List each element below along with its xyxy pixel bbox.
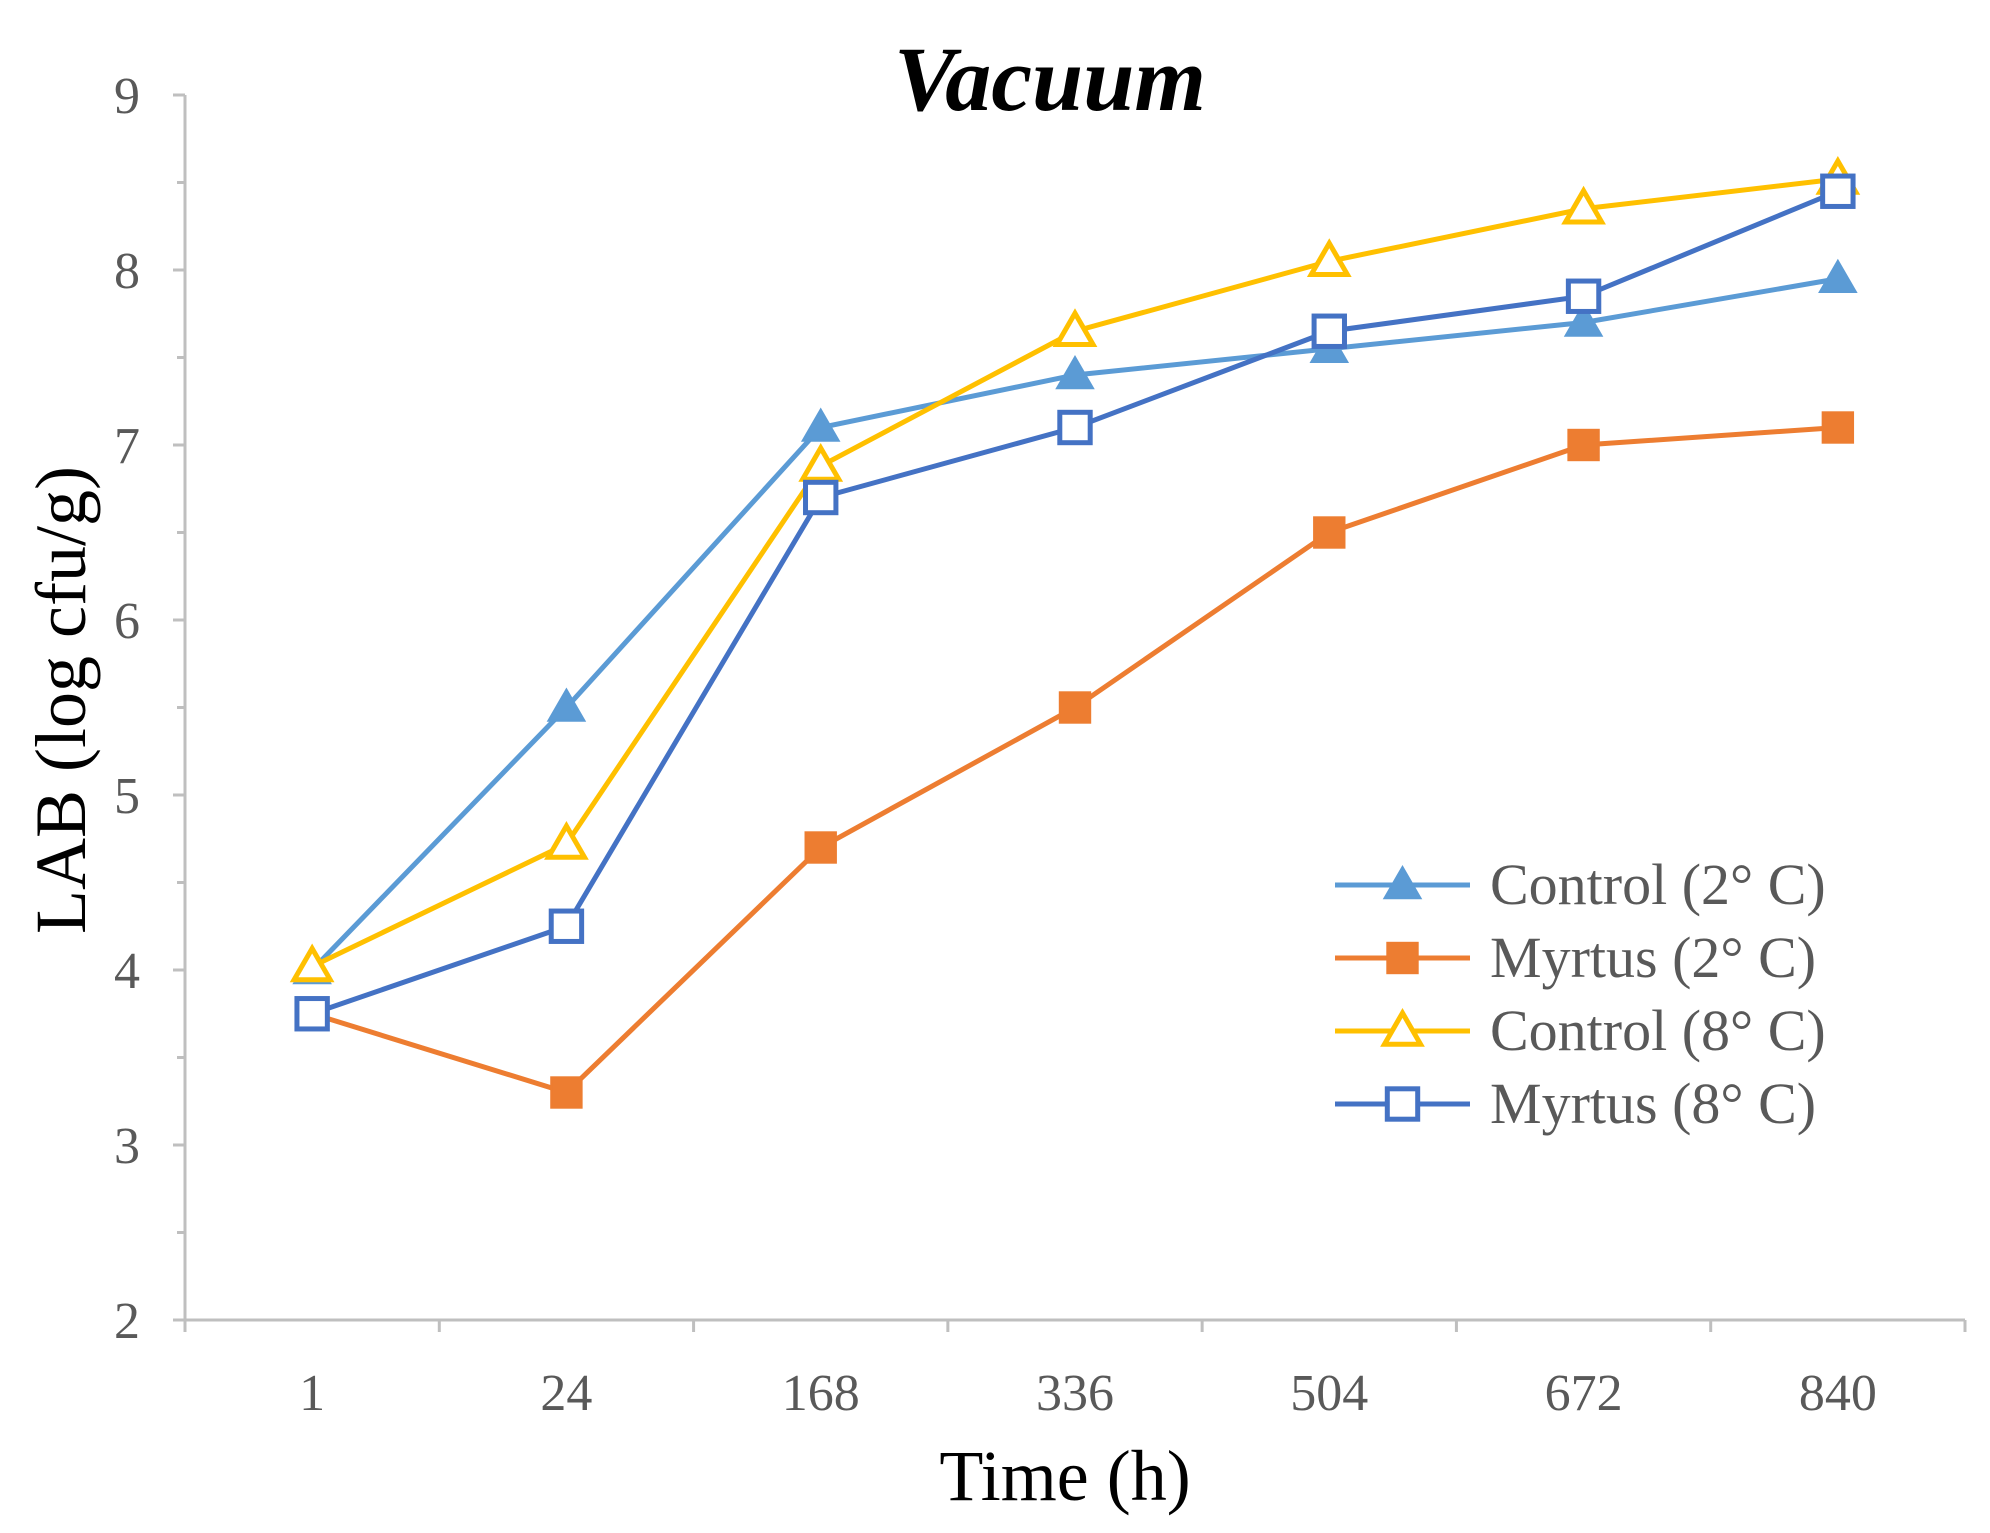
legend-marker [1386, 941, 1419, 975]
data-point [544, 820, 589, 860]
data-point [800, 407, 841, 442]
x-tick-label: 336 [1036, 1365, 1114, 1422]
x-tick-label: 840 [1799, 1365, 1877, 1422]
data-point [546, 687, 587, 722]
data-point [1313, 516, 1346, 549]
data-point [289, 943, 335, 983]
data-point [798, 442, 844, 482]
legend-item: Myrtus (8° C) [1335, 1071, 1816, 1136]
data-point [1818, 258, 1858, 294]
legend-label: Myrtus (2° C) [1490, 925, 1816, 990]
data-point [1057, 409, 1093, 446]
y-tick-label: 9 [114, 68, 140, 125]
data-point [1563, 302, 1604, 337]
legend-label: Control (8° C) [1490, 998, 1826, 1063]
series-line [311, 425, 1839, 1096]
axes [173, 93, 1967, 1332]
data-point [1311, 313, 1347, 349]
y-tick-label: 3 [114, 1118, 140, 1175]
x-tick-labels: 1 24 168 336 504 672 840 [299, 1365, 1877, 1422]
series-layer [289, 155, 1861, 1109]
series-line [311, 176, 1839, 969]
x-tick-label: 1 [299, 1365, 325, 1422]
legend-marker [1380, 1007, 1425, 1047]
data-point [294, 996, 330, 1032]
y-tick-label: 6 [114, 593, 140, 650]
data-point [804, 831, 837, 864]
legend-marker [1382, 864, 1423, 900]
legend-item: Control (8° C) [1335, 998, 1826, 1063]
series-4 [294, 173, 1856, 1032]
data-point [1820, 173, 1856, 209]
data-point [1058, 691, 1092, 724]
legend-label: Myrtus (8° C) [1490, 1071, 1816, 1136]
y-tick-label: 2 [114, 1293, 140, 1350]
y-axis-label: LAB (log cfu/g) [21, 466, 101, 934]
legend: Control (2° C) Myrtus (2° C) Control (8° C… [1335, 852, 1826, 1136]
x-tick-label: 672 [1545, 1365, 1623, 1422]
x-axis-label: Time (h) [939, 1436, 1190, 1516]
data-point [1561, 185, 1606, 225]
data-point [1055, 354, 1095, 390]
x-tick-label: 504 [1290, 1365, 1368, 1422]
legend-label: Control (2° C) [1490, 852, 1826, 917]
y-tick-labels: 2 3 4 5 6 7 8 9 [114, 68, 140, 1350]
legend-item: Myrtus (2° C) [1335, 925, 1816, 990]
chart-title: Vacuum [894, 28, 1206, 130]
y-tick-label: 5 [114, 768, 140, 825]
y-tick-label: 8 [114, 243, 140, 300]
y-tick-label: 7 [114, 418, 140, 475]
data-point [1306, 238, 1352, 278]
x-tick-label: 168 [782, 1365, 860, 1422]
data-point [1565, 278, 1602, 314]
y-tick-label: 4 [114, 943, 140, 1000]
legend-item: Control (2° C) [1335, 852, 1826, 917]
x-tick-label: 24 [540, 1365, 592, 1422]
series-3 [289, 155, 1861, 983]
data-point [1567, 428, 1600, 462]
data-point [803, 479, 839, 516]
legend-marker [1384, 1086, 1421, 1122]
data-point [1052, 308, 1098, 348]
data-point [1821, 411, 1855, 444]
data-point [548, 908, 585, 944]
data-point [550, 1076, 583, 1109]
